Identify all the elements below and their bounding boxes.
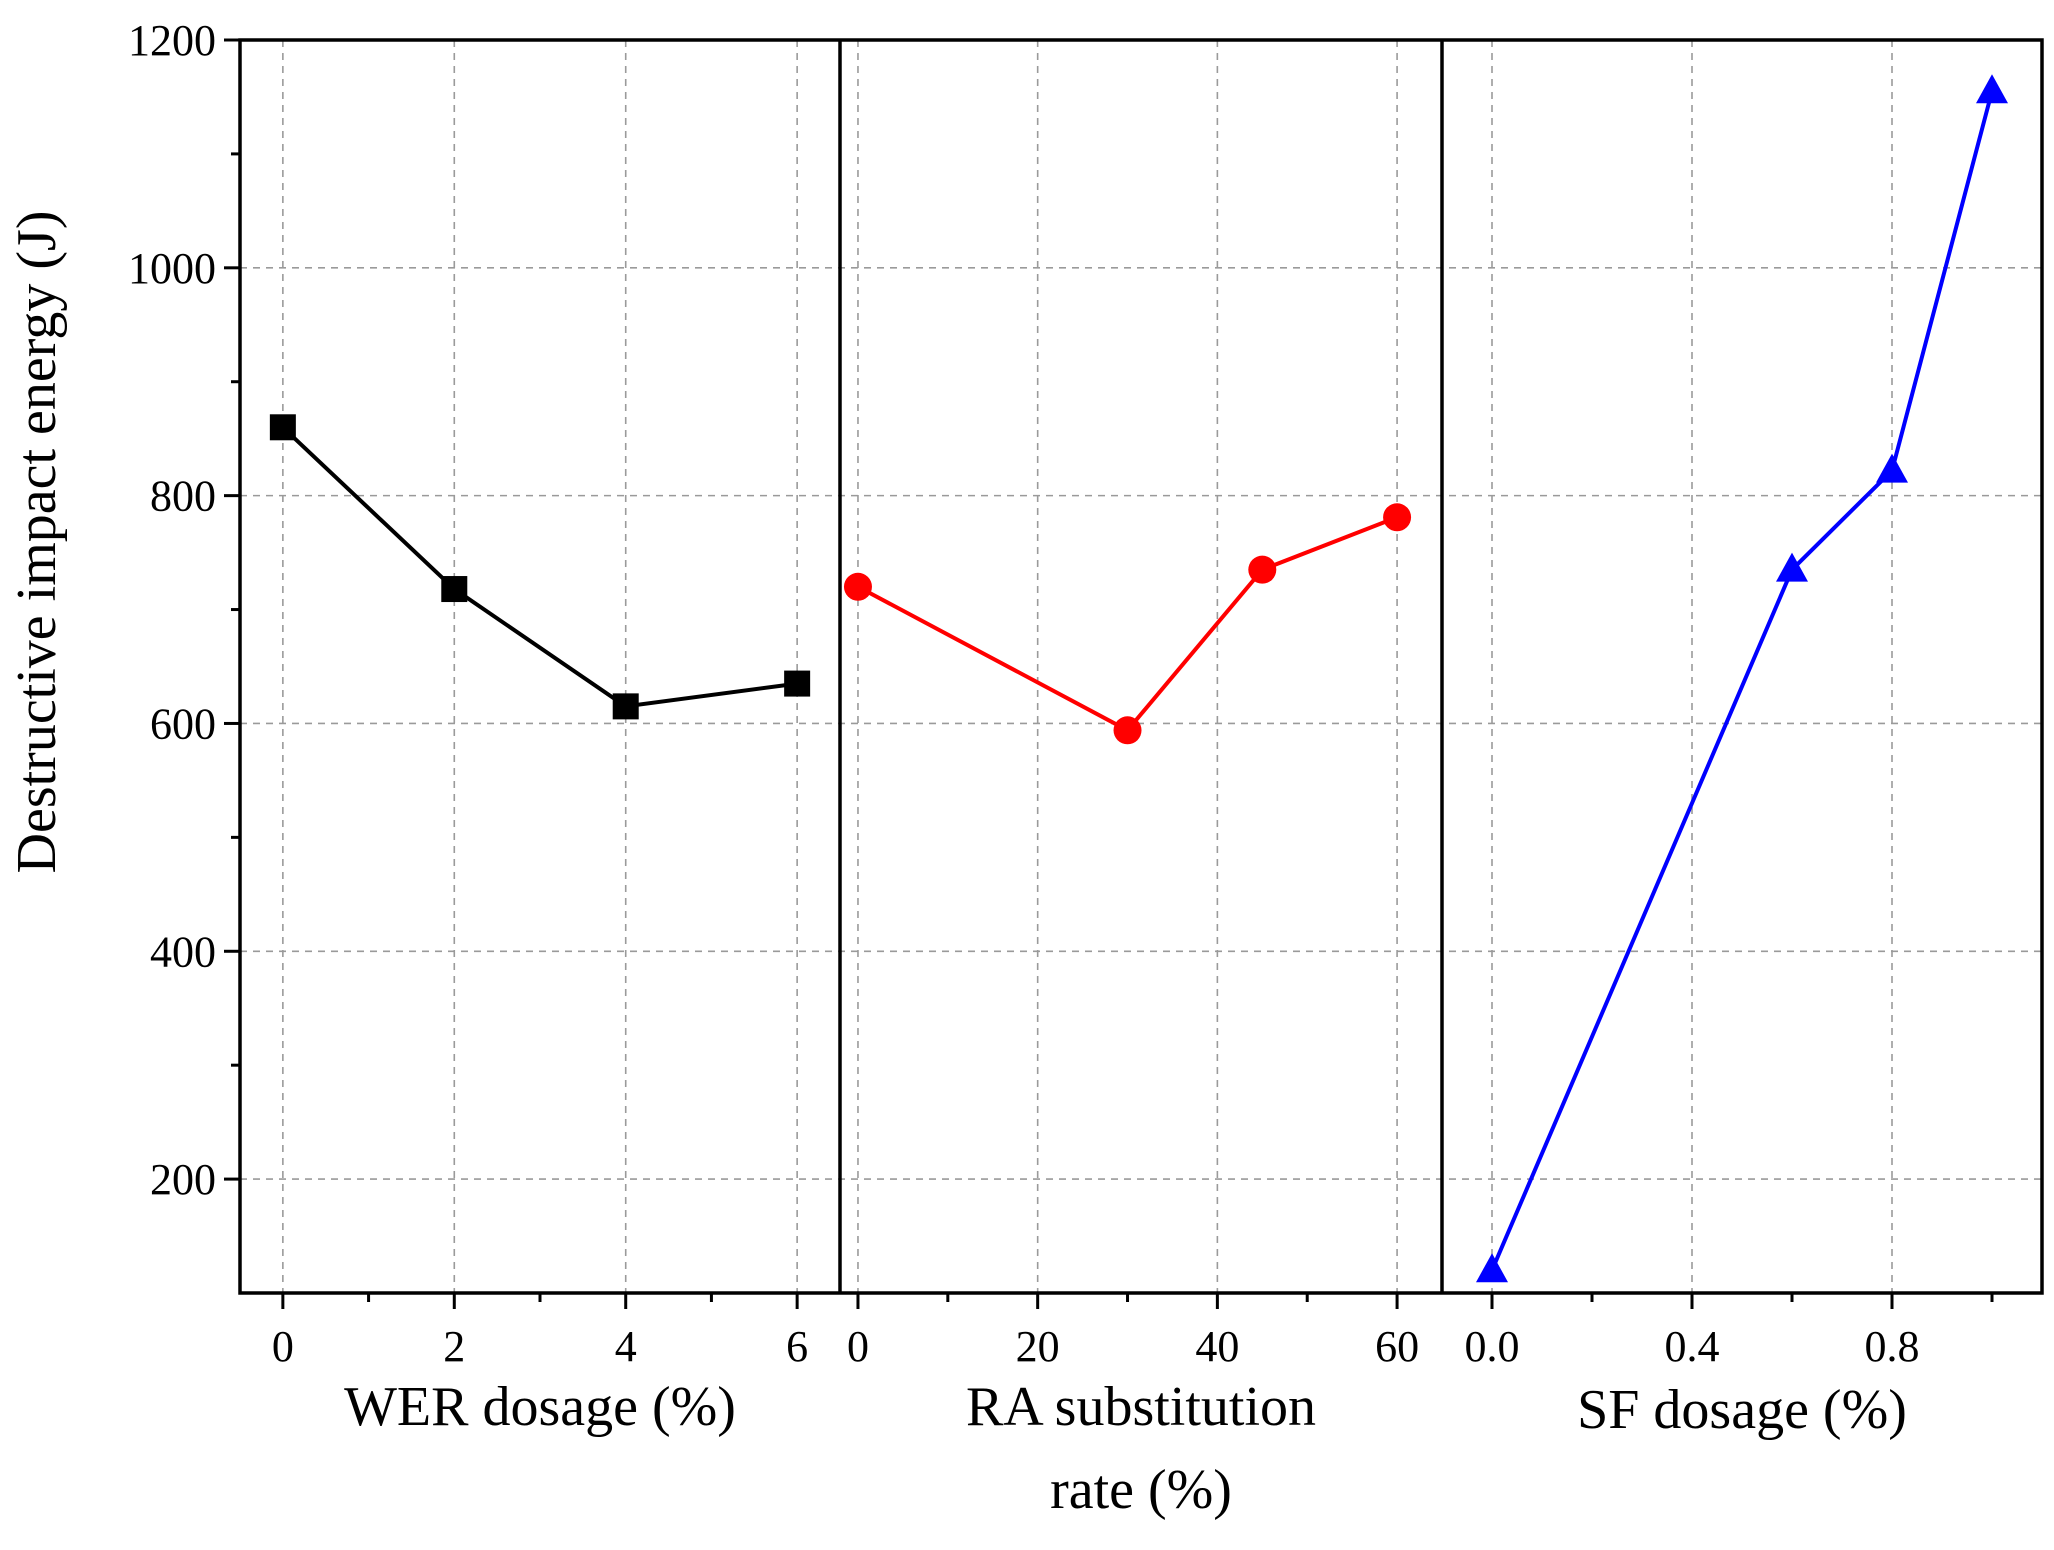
x-tick-label-ra: 0 [847,1322,869,1371]
y-tick-label: 600 [150,699,216,748]
data-point-wer [441,576,468,603]
y-tick-label: 1000 [128,244,216,293]
x-axis-title-wer: WER dosage (%) [344,1376,736,1438]
y-tick-label: 200 [150,1155,216,1204]
y-tick-label: 1200 [128,16,216,65]
data-point-wer [269,414,296,441]
series-line-ra [857,515,1398,733]
data-point-sf [1876,453,1908,483]
tick-labels: 200 400 600 800 1000 1200 0 2 4 6 WER dosage (%) 0 2… [128,16,1920,1521]
data-point-ra [1248,555,1277,584]
data-point-sf [1976,74,2008,104]
axes [224,38,2044,1309]
series-line-sf [1490,90,1994,1272]
y-tick-label: 800 [150,472,216,521]
x-tick-label-wer: 6 [786,1322,808,1371]
data-point-sf [1776,552,1808,582]
x-tick-label-ra: 20 [1016,1322,1060,1371]
x-tick-label-wer: 0 [272,1322,294,1371]
data-point-ra [843,572,872,601]
x-axis-title-sf: SF dosage (%) [1577,1379,1907,1441]
data-point-ra [1383,503,1412,532]
data-point-wer [784,670,811,697]
x-axis-title-ra: RA substitution rate (%) [966,1376,1316,1521]
x-tick-label-sf: 0.4 [1665,1322,1720,1371]
x-tick-label-sf: 0.8 [1865,1322,1920,1371]
x-tick-label-wer: 2 [443,1322,465,1371]
x-tick-label-wer: 4 [615,1322,637,1371]
x-tick-label-ra: 40 [1195,1322,1239,1371]
plot-frame [238,38,2044,1295]
y-axis-title: Destructive impact energy (J) [6,211,68,874]
y-tick-label: 400 [150,927,216,976]
data-point-wer [612,693,639,720]
x-tick-label-ra: 60 [1375,1322,1419,1371]
data-point-sf [1476,1253,1508,1283]
series-layer [269,74,2008,1283]
x-tick-label-sf: 0.0 [1465,1322,1520,1371]
grid-lines [240,40,2042,1293]
data-point-ra [1113,716,1142,745]
series-line-wer [281,425,798,709]
